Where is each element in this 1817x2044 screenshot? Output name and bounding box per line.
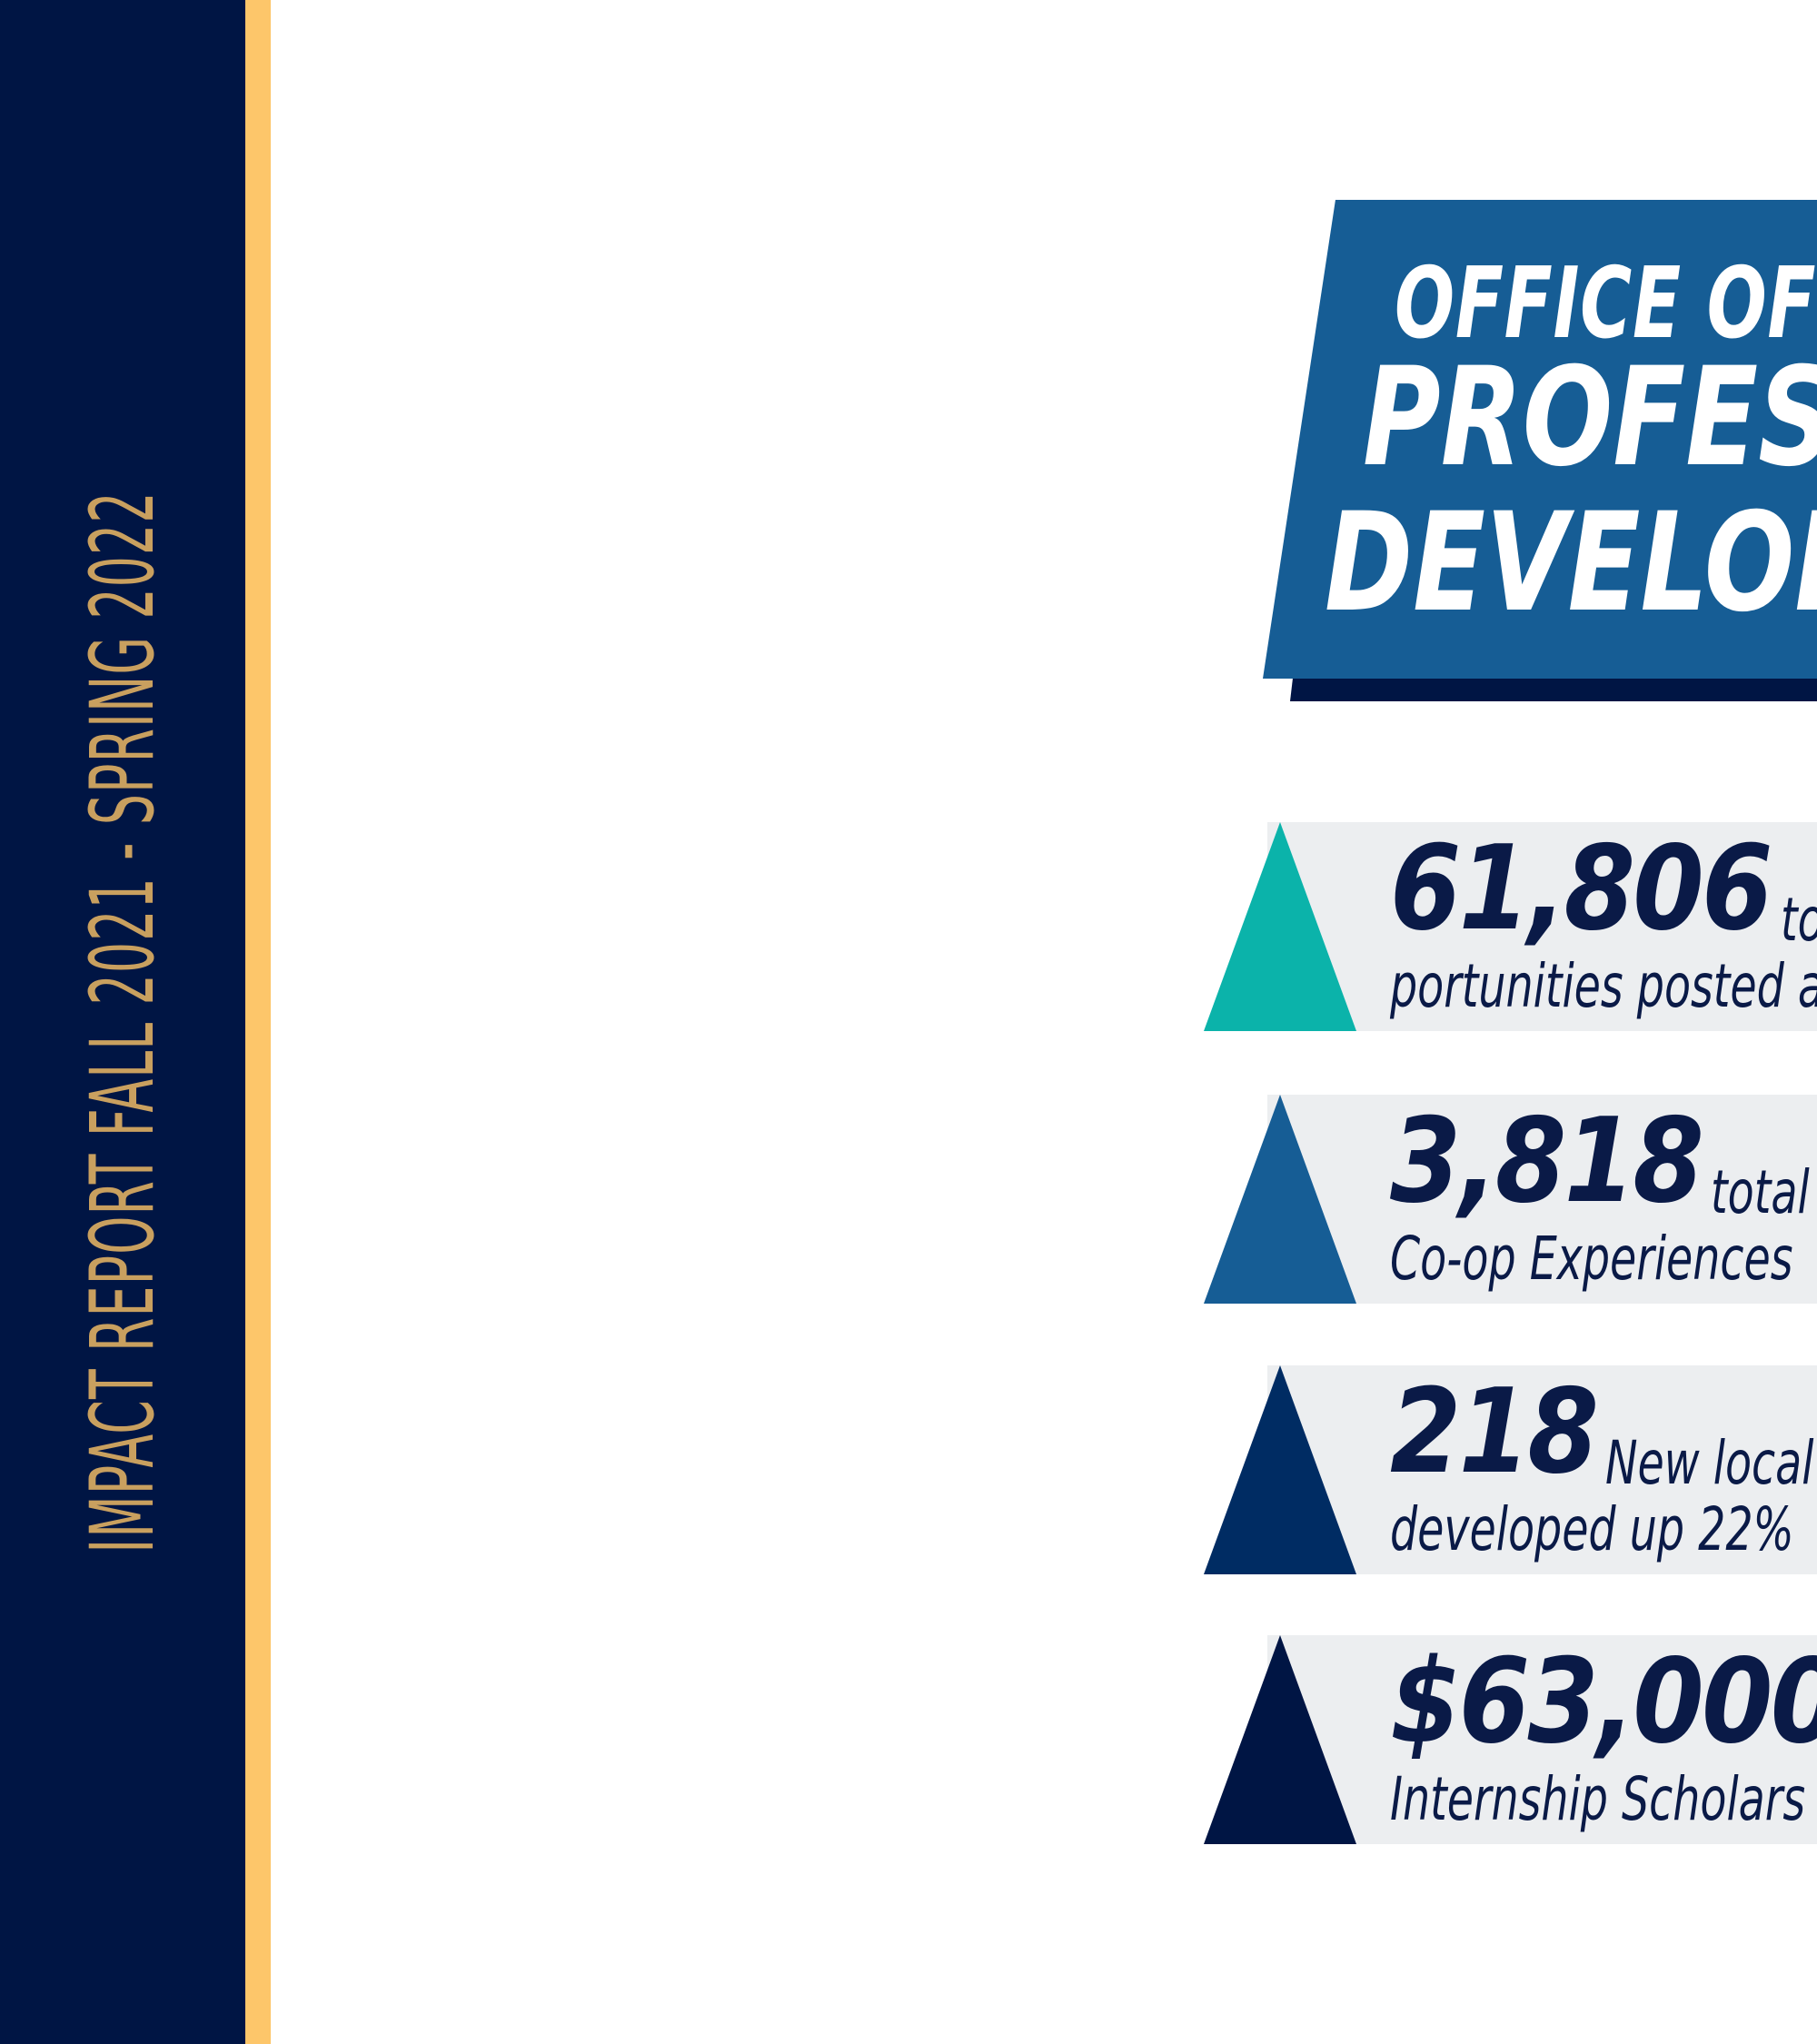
- stat-description: portunities posted a: [1390, 951, 1817, 1021]
- stat-panel: [1267, 822, 1817, 1031]
- stat-row: 3,818 total Co-op Experiences: [1204, 1095, 1817, 1304]
- report-side-title-text: IMPACT REPORT FALL 2021 - SPRING 2022: [72, 491, 174, 1553]
- stat-suffix: New local: [1605, 1428, 1814, 1498]
- triangle-icon: [1204, 1635, 1356, 1844]
- stat-description: Co-op Experiences: [1390, 1224, 1793, 1294]
- stat-description: developed up 22%: [1390, 1494, 1794, 1564]
- stat-row: 218 New local developed up 22%: [1204, 1365, 1817, 1574]
- stat-number: 218: [1390, 1364, 1599, 1500]
- stat-suffix: to: [1781, 885, 1817, 955]
- banner-line-1: OFFICE OF C: [1395, 247, 1817, 361]
- triangle-icon: [1204, 1095, 1356, 1304]
- stat-number: $63,000: [1390, 1634, 1817, 1770]
- stat-number: 3,818: [1390, 1094, 1704, 1229]
- stat-suffix: total: [1711, 1157, 1810, 1227]
- side-band: [0, 0, 245, 2044]
- stat-panel: [1267, 1365, 1817, 1574]
- office-banner: [1263, 200, 1817, 679]
- banner-line-3: DEVELOP: [1325, 484, 1817, 642]
- stat-row: $63,000 Internship Scholars: [1204, 1635, 1817, 1844]
- banner-line-2: PROFES: [1363, 339, 1817, 497]
- stat-row: 61,806 to portunities posted a: [1204, 822, 1817, 1031]
- report-side-title: IMPACT REPORT FALL 2021 - SPRING 2022: [72, 165, 174, 1879]
- gold-stripe: [245, 0, 271, 2044]
- triangle-icon: [1204, 822, 1356, 1031]
- stat-description: Internship Scholars: [1390, 1764, 1806, 1834]
- stat-number: 61,806: [1390, 821, 1772, 957]
- stat-panel: [1267, 1635, 1817, 1844]
- stat-panel: [1267, 1095, 1817, 1304]
- triangle-icon: [1204, 1365, 1356, 1574]
